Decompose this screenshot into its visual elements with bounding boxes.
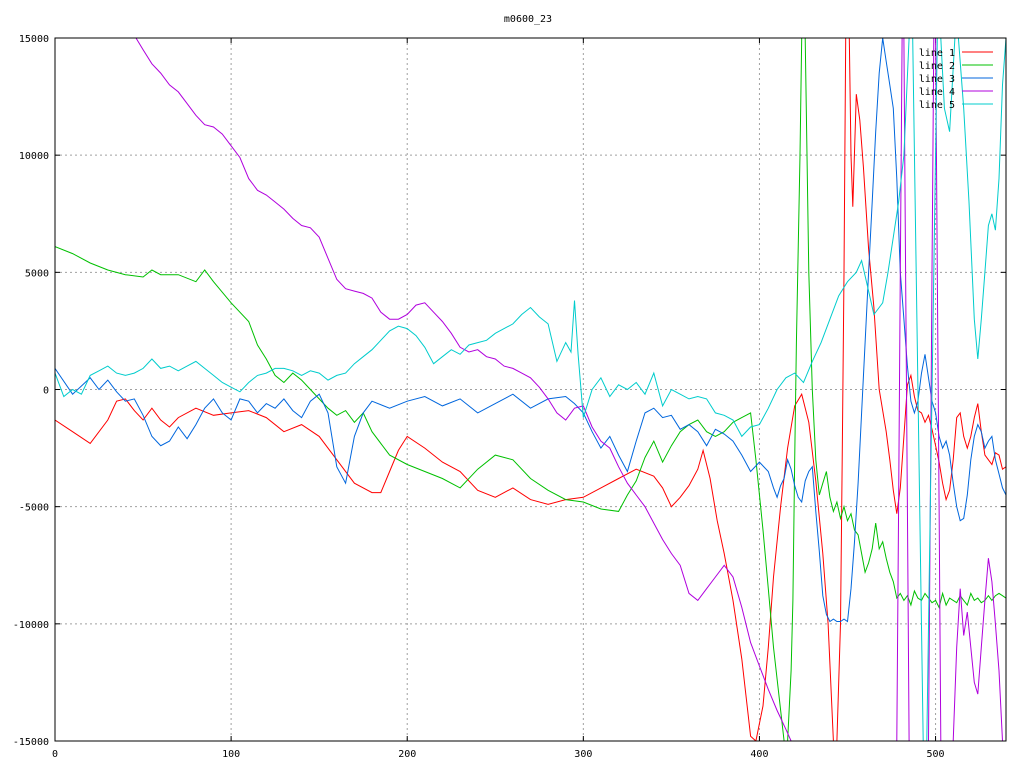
series-line-3	[55, 38, 1006, 623]
x-tick-label: 500	[927, 749, 945, 760]
x-tick-label: 0	[52, 749, 58, 760]
legend-label: line 2	[919, 61, 955, 72]
x-tick-label: 400	[750, 749, 768, 760]
y-tick-label: -10000	[13, 620, 49, 631]
plot-frame	[54, 37, 1007, 742]
y-tick-label: -5000	[19, 503, 49, 514]
legend-label: line 3	[919, 74, 955, 85]
y-tick-label: 15000	[19, 34, 49, 45]
legend-label: line 5	[919, 100, 955, 111]
chart-title: m0600_23	[504, 14, 552, 25]
y-tick-label: -15000	[13, 737, 49, 748]
x-tick-label: 300	[574, 749, 592, 760]
x-tick-label: 200	[398, 749, 416, 760]
tick-labels: 0 100 200 300 400 500 -15000 -10000 -5000 0 5000 10…	[13, 34, 1006, 760]
y-tick-label: 5000	[25, 268, 49, 279]
legend-label: line 1	[919, 48, 955, 59]
series-line-5	[55, 38, 1006, 741]
series-group	[55, 38, 1006, 741]
grid	[55, 38, 1006, 741]
legend: line 1 line 2 line 3 line 4 line 5	[919, 48, 993, 111]
y-tick-label: 10000	[19, 151, 49, 162]
series-line-4	[135, 38, 1006, 741]
legend-label: line 4	[919, 87, 955, 98]
x-tick-label: 100	[222, 749, 240, 760]
y-tick-label: 0	[43, 386, 49, 397]
